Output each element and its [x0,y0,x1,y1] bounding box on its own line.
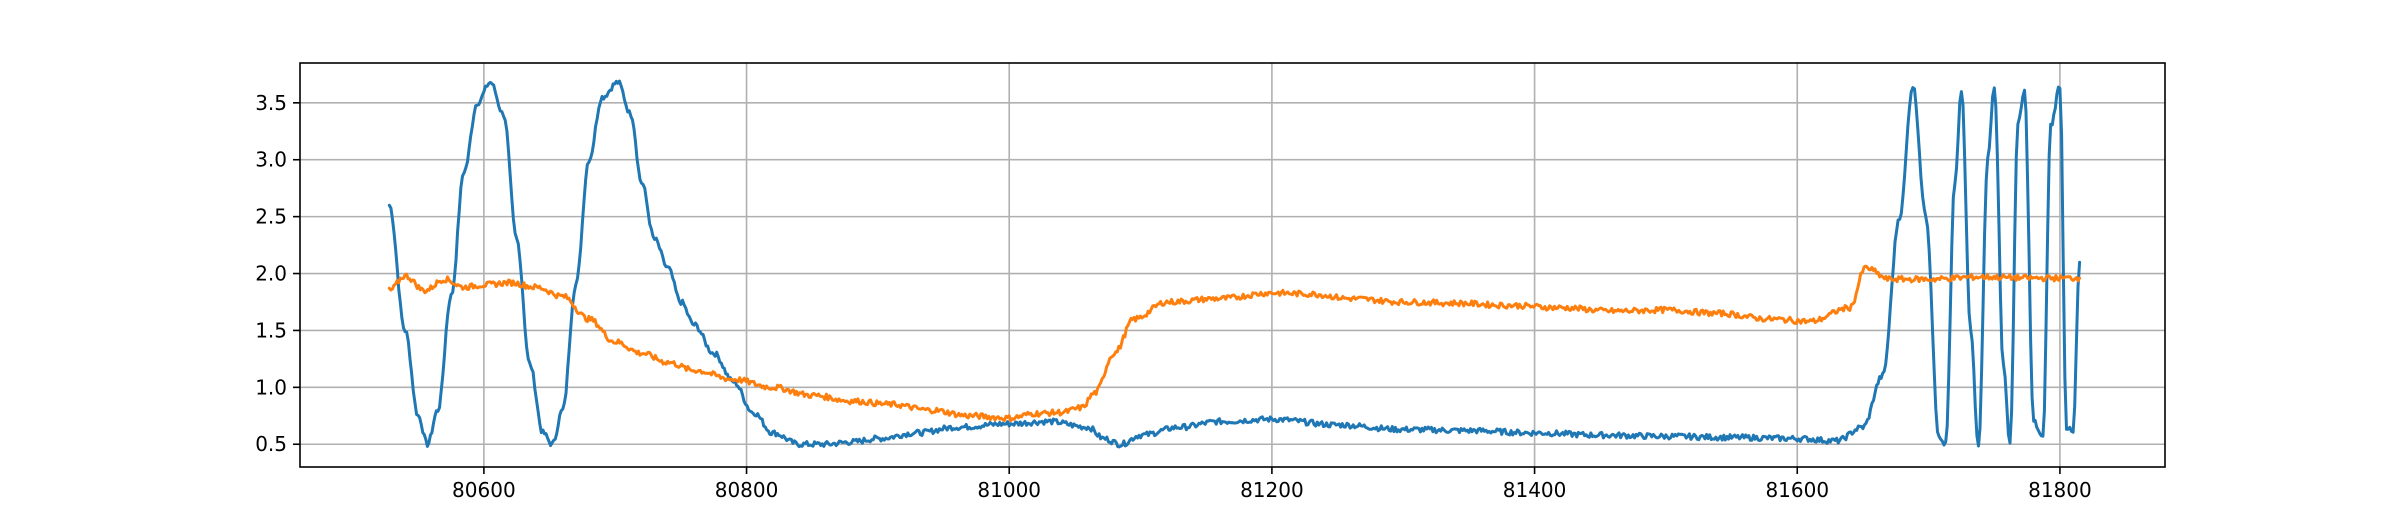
series-line-1 [387,79,2082,449]
x-tick-label: 81400 [1503,478,1567,502]
y-tick-label: 2.0 [255,262,287,286]
y-tick-label: 1.0 [255,375,287,399]
series-layer [387,79,2082,449]
x-tick-label: 80800 [715,478,779,502]
y-tick-label: 0.5 [255,432,287,456]
x-tick-label: 81200 [1240,478,1304,502]
x-tick-label: 81000 [977,478,1041,502]
plot-frame [299,62,2166,468]
x-tick-label: 81600 [1765,478,1829,502]
tick-layer: 80600 80800 81000 81200 81400 81600 81800 0.5 1.… [255,91,2092,502]
series-line-2 [387,264,2082,423]
grid-layer [300,63,2165,467]
y-tick-label: 3.0 [255,148,287,172]
y-tick-label: 2.5 [255,205,287,229]
y-tick-label: 3.5 [255,91,287,115]
x-tick-label: 80600 [452,478,516,502]
x-tick-label: 81800 [2028,478,2092,502]
y-tick-label: 1.5 [255,318,287,342]
